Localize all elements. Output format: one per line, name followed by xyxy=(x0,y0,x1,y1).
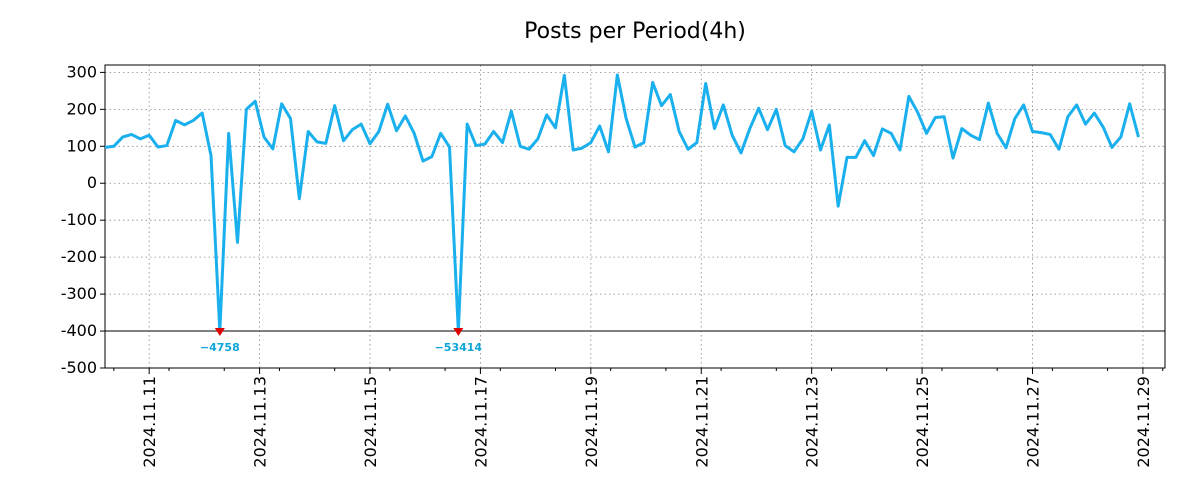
y-tick-label: -100 xyxy=(61,210,97,229)
outlier-label: −4758 xyxy=(200,341,240,354)
y-tick-label: -300 xyxy=(61,284,97,303)
outlier-marker xyxy=(214,328,225,337)
series-line-posts xyxy=(104,73,1140,333)
y-tick-label: -500 xyxy=(61,358,97,377)
grid xyxy=(105,65,1165,368)
y-tick-label: 200 xyxy=(66,99,97,118)
chart-title: Posts per Period(4h) xyxy=(524,19,746,44)
outlier-marker xyxy=(453,328,464,337)
x-tick-label: 2024.11.27 xyxy=(1024,376,1043,468)
x-tick-label: 2024.11.23 xyxy=(803,376,822,468)
series-layer xyxy=(104,73,1140,333)
y-tick-label: -200 xyxy=(61,247,97,266)
x-tick-label: 2024.11.21 xyxy=(692,376,711,468)
x-tick-label: 2024.11.17 xyxy=(471,376,490,468)
x-tick-label: 2024.11.29 xyxy=(1134,376,1153,468)
outlier-label: −53414 xyxy=(435,341,483,354)
y-tick-label: 0 xyxy=(87,173,97,192)
plot-frame xyxy=(104,64,1166,369)
x-tick-label: 2024.11.19 xyxy=(582,376,601,468)
y-tick-label: 300 xyxy=(66,62,97,81)
y-tick-label: 100 xyxy=(66,136,97,155)
x-tick-label: 2024.11.25 xyxy=(913,376,932,468)
y-tick-label: -400 xyxy=(61,321,97,340)
axes: 300 200 100 0 -100 -200 -300 -400 -500 2024.11.11… xyxy=(61,62,1166,468)
x-tick-label: 2024.11.11 xyxy=(140,376,159,468)
x-tick-label: 2024.11.13 xyxy=(251,376,270,468)
annotations: −4758 −53414 xyxy=(200,328,483,354)
x-tick-label: 2024.11.15 xyxy=(361,376,380,468)
